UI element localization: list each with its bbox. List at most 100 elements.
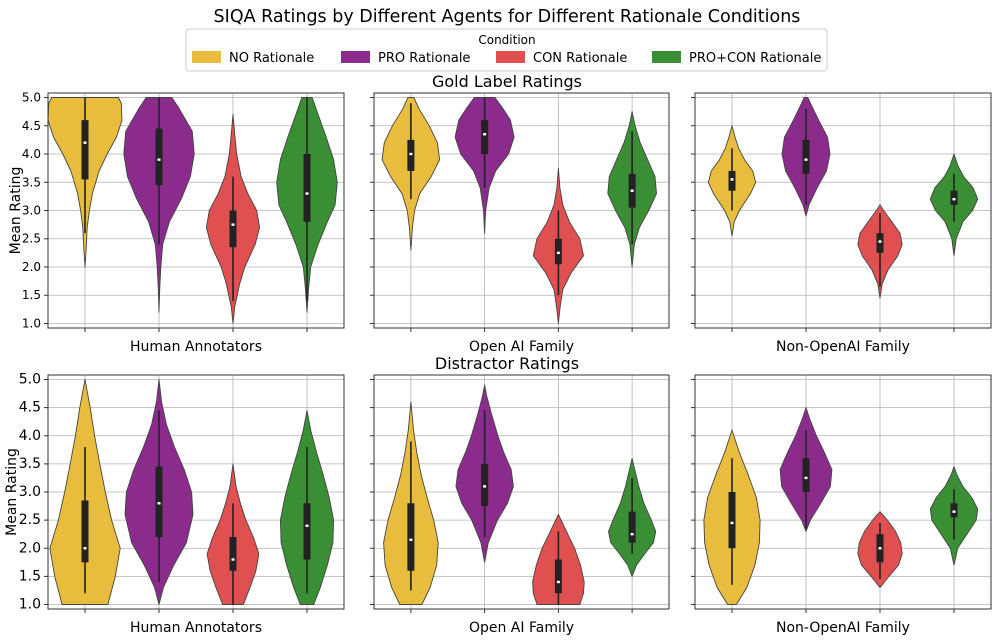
legend-entry-con-rationale: CON Rationale: [496, 51, 627, 66]
y-tick-label-3-5: 3.5: [19, 456, 41, 472]
violin-group-no-rationale: [381, 97, 441, 251]
row-title-distractor: Distractor Ratings: [435, 354, 579, 373]
violin-group-pro-con-rationale: [279, 409, 335, 605]
y-tick-label-4-5: 4.5: [19, 400, 41, 416]
y-axis-distractor-human-annotators: 1.0 1.5 2.0 2.5 3.0 3.5 4.0 4.5 5.0: [19, 372, 48, 613]
iqr-box-no-rationale: [81, 120, 89, 180]
violin-group-no-rationale: [48, 97, 123, 268]
violin-group-con-rationale: [532, 167, 584, 324]
legend-swatch-no-rationale: [192, 51, 221, 63]
violins-gold-human-annotators: [48, 97, 338, 324]
y-tick-label-2-5: 2.5: [19, 512, 41, 528]
y-tick-label-1-0: 1.0: [22, 316, 41, 330]
violin-group-pro-con-rationale: [929, 466, 979, 566]
iqr-box-con-rationale: [229, 537, 237, 571]
y-axis-gold-open-ai-family: [370, 97, 374, 324]
iqr-box-no-rationale: [728, 170, 736, 191]
panel-distractor-human-annotators: Human Annotators 1.0 1.5 2.0 2.5 3.0 3.5 4.0 4.5…: [4, 372, 345, 636]
x-axis-label-distractor-human-annotators: Human Annotators: [130, 620, 262, 636]
violins-distractor-non-openai-family: [703, 407, 979, 605]
legend-entry-pro-rationale: PRO Rationale: [341, 51, 470, 66]
y-tick-label-2-0: 2.0: [19, 540, 41, 556]
y-tick-label-3-0: 3.0: [19, 484, 41, 500]
y-tick-label-2-0: 2.0: [22, 260, 41, 274]
iqr-box-pro-con-rationale: [950, 503, 958, 518]
iqr-box-pro-con-rationale: [303, 154, 311, 222]
violin-group-pro-rationale: [124, 379, 194, 605]
iqr-box-con-rationale: [229, 210, 237, 248]
violin-group-con-rationale: [857, 511, 903, 589]
legend: Condition NO Rationale PRO Rationale CON…: [185, 28, 828, 72]
x-axis-label-gold-non-openai-family: Non-OpenAI Family: [776, 339, 910, 355]
iqr-box-no-rationale: [407, 139, 415, 171]
iqr-box-pro-rationale: [481, 120, 489, 155]
legend-swatch-pro-rationale: [341, 51, 370, 63]
violin-group-pro-rationale: [455, 384, 514, 563]
y-tick-label-2-5: 2.5: [22, 232, 41, 246]
legend-swatch-pro-con-rationale: [652, 51, 681, 63]
y-tick-label-5-0: 5.0: [19, 372, 41, 388]
violin-group-pro-con-rationale: [929, 153, 979, 257]
y-tick-label-3-0: 3.0: [22, 204, 41, 218]
legend-label-con-rationale: CON Rationale: [533, 51, 627, 66]
panel-distractor-open-ai-family: Open AI Family: [370, 374, 670, 636]
violins-gold-non-openai-family: [707, 97, 979, 299]
violin-group-con-rationale: [205, 114, 261, 324]
x-axis-label-gold-open-ai-family: Open AI Family: [469, 339, 574, 355]
iqr-box-con-rationale: [554, 238, 562, 265]
legend-swatch-con-rationale: [496, 51, 525, 63]
x-axis-label-distractor-non-openai-family: Non-OpenAI Family: [776, 620, 910, 636]
iqr-box-pro-rationale: [802, 458, 810, 492]
violin-group-con-rationale: [206, 463, 260, 605]
y-tick-label-4-0: 4.0: [22, 147, 41, 161]
violin-group-pro-con-rationale: [607, 111, 657, 268]
violin-group-pro-rationale: [454, 97, 515, 234]
violins-distractor-open-ai-family: [383, 384, 657, 605]
legend-label-pro-rationale: PRO Rationale: [378, 51, 470, 66]
iqr-box-pro-rationale: [155, 466, 163, 537]
y-tick-label-1-0: 1.0: [19, 597, 41, 613]
violin-group-no-rationale: [49, 379, 121, 605]
y-axis-label-distractor-human-annotators: Mean Rating: [4, 448, 20, 536]
violin-group-no-rationale: [707, 125, 757, 237]
y-axis-label-gold-human-annotators: Mean Rating: [8, 167, 24, 255]
y-axis-gold-non-openai-family: [691, 97, 695, 324]
panel-gold-human-annotators: Human Annotators 1.0 1.5 2.0 2.5 3.0 3.5 4.0 4.5…: [8, 91, 345, 355]
panel-gold-open-ai-family: Open AI Family: [370, 92, 670, 355]
iqr-box-pro-rationale: [481, 463, 489, 507]
y-axis-gold-human-annotators: 1.0 1.5 2.0 2.5 3.0 3.5 4.0 4.5 5.0: [22, 91, 48, 330]
y-axis-distractor-open-ai-family: [370, 379, 374, 605]
iqr-box-no-rationale: [728, 492, 736, 549]
iqr-box-pro-rationale: [155, 128, 163, 186]
panels: Human Annotators 1.0 1.5 2.0 2.5 3.0 3.5 4.0 4.5…: [4, 91, 992, 636]
violin-group-pro-rationale: [779, 407, 833, 532]
violins-distractor-human-annotators: [49, 379, 335, 605]
legend-entry-no-rationale: NO Rationale: [192, 51, 314, 66]
legend-entry-pro-con-rationale: PRO+CON Rationale: [652, 51, 821, 66]
y-tick-label-5-0: 5.0: [22, 91, 41, 105]
legend-label-no-rationale: NO Rationale: [229, 51, 314, 66]
legend-title: Condition: [478, 33, 535, 47]
iqr-box-pro-con-rationale: [303, 503, 311, 560]
iqr-box-con-rationale: [876, 233, 884, 253]
iqr-box-no-rationale: [407, 503, 415, 571]
violins-gold-open-ai-family: [381, 97, 657, 324]
y-tick-label-4-5: 4.5: [22, 119, 41, 133]
row-title-gold: Gold Label Ratings: [432, 72, 582, 91]
iqr-box-no-rationale: [81, 500, 89, 563]
y-tick-label-4-0: 4.0: [19, 428, 41, 444]
x-axis-label-gold-human-annotators: Human Annotators: [130, 339, 262, 355]
legend-label-pro-con-rationale: PRO+CON Rationale: [689, 51, 821, 66]
x-axis-label-distractor-open-ai-family: Open AI Family: [469, 620, 574, 636]
y-tick-label-1-5: 1.5: [22, 288, 41, 302]
y-tick-label-1-5: 1.5: [19, 568, 41, 584]
violin-group-con-rationale: [532, 514, 585, 605]
y-tick-label-3-5: 3.5: [22, 175, 41, 189]
iqr-box-con-rationale: [554, 559, 562, 594]
iqr-box-pro-con-rationale: [628, 511, 636, 543]
violin-group-con-rationale: [857, 204, 903, 299]
violin-group-pro-con-rationale: [276, 97, 338, 313]
panel-gold-non-openai-family: Non-OpenAI Family: [691, 92, 992, 355]
iqr-box-pro-con-rationale: [950, 190, 958, 205]
